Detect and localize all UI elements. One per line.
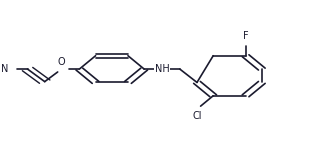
Text: O: O [58,57,65,67]
Text: N: N [1,64,8,74]
Text: NH: NH [155,64,169,74]
Text: Cl: Cl [192,111,202,121]
Text: F: F [243,31,249,41]
